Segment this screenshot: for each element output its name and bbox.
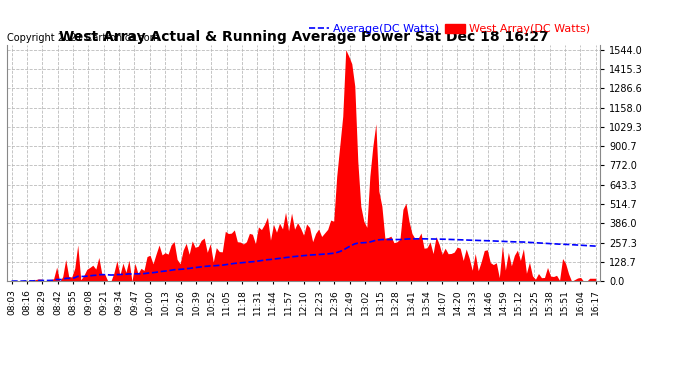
Title: West Array Actual & Running Average Power Sat Dec 18 16:27: West Array Actual & Running Average Powe… xyxy=(59,30,549,44)
Legend: Average(DC Watts), West Array(DC Watts): Average(DC Watts), West Array(DC Watts) xyxy=(304,20,595,39)
Text: Copyright 2021 Cartronics.com: Copyright 2021 Cartronics.com xyxy=(7,33,159,43)
